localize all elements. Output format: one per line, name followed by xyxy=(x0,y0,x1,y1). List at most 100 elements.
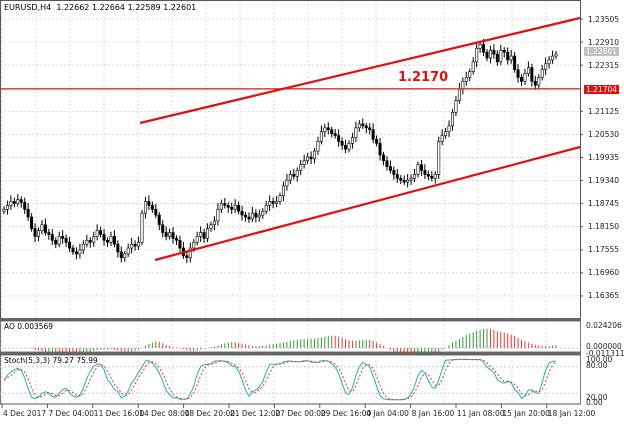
candle-body xyxy=(402,179,406,183)
candle-body xyxy=(223,203,227,206)
stoch-axis-label: 80.00 xyxy=(586,361,608,370)
candle-body xyxy=(340,141,344,146)
candle-body xyxy=(226,205,230,208)
candle-body xyxy=(119,251,123,259)
level-price-tag: 1.21704 xyxy=(584,85,620,94)
ao-axis-label: 0.000000 xyxy=(586,342,622,351)
stoch-axis-label: 0.00 xyxy=(586,398,603,407)
candle-body xyxy=(333,133,337,136)
candle-body xyxy=(364,125,368,129)
ao-axis-label: 0.024206 xyxy=(586,321,622,330)
candle-body xyxy=(95,230,99,237)
candle-body xyxy=(157,214,161,226)
symbol-timeframe: EURUSD,H4 xyxy=(4,3,52,12)
candle-body xyxy=(133,243,137,247)
candle-body xyxy=(43,224,47,233)
candle-body xyxy=(244,214,248,218)
candle-body xyxy=(54,239,58,245)
candle-body xyxy=(450,111,454,127)
time-label: 18 Jan 12:00 xyxy=(547,409,596,418)
candle-body xyxy=(426,174,430,177)
upper-channel-line xyxy=(139,16,581,125)
candle-body xyxy=(140,212,144,243)
candle-body xyxy=(185,255,189,259)
candle-body xyxy=(199,232,203,237)
candle-body xyxy=(12,201,16,204)
candle-body xyxy=(337,135,341,142)
candle-body xyxy=(16,199,20,204)
candle-body xyxy=(268,201,272,206)
price-label: 1.18150 xyxy=(588,222,620,232)
candle-body xyxy=(195,236,199,243)
candle-body xyxy=(219,203,223,210)
price-label: 1.21125 xyxy=(588,106,620,116)
candle-body xyxy=(392,170,396,175)
candle-body xyxy=(430,175,434,179)
stoch-axis-label: 100.00 xyxy=(586,355,613,364)
candle-body xyxy=(423,170,427,175)
candle-body xyxy=(302,160,306,165)
candle-body xyxy=(188,247,192,259)
candle-body xyxy=(278,195,282,202)
price-label: 1.19340 xyxy=(588,176,620,186)
candle-body xyxy=(99,230,103,235)
candle-body xyxy=(554,53,558,57)
panel-separator xyxy=(0,352,581,355)
ao-axis-label: -0.011311 xyxy=(586,349,624,358)
price-label: 1.16365 xyxy=(588,291,620,301)
time-label: 7 Dec 04:00 xyxy=(48,409,95,418)
candle-body xyxy=(316,141,320,152)
candle-body xyxy=(123,253,127,259)
candle-body xyxy=(506,51,510,61)
candle-body xyxy=(323,127,327,132)
candle-body xyxy=(312,150,316,160)
time-label: 11 Dec 16:00 xyxy=(93,409,145,418)
candle-body xyxy=(233,205,237,210)
candle-body xyxy=(447,125,451,132)
candle-body xyxy=(168,232,172,237)
candle-body xyxy=(295,170,299,177)
candle-body xyxy=(375,139,379,144)
candle-body xyxy=(371,129,375,140)
candle-body xyxy=(540,69,544,78)
candle-body xyxy=(406,179,410,183)
candle-body xyxy=(454,100,458,113)
candle-body xyxy=(254,212,258,218)
candle-body xyxy=(281,185,285,196)
candle-body xyxy=(437,141,441,175)
time-label: 21 Dec 12:00 xyxy=(230,409,281,418)
candle-body xyxy=(385,160,389,167)
candle-body xyxy=(264,205,268,212)
candle-body xyxy=(292,174,296,177)
candle-body xyxy=(495,53,499,63)
candle-body xyxy=(533,80,537,86)
candle-body xyxy=(40,224,44,231)
candle-body xyxy=(178,239,182,249)
candle-body xyxy=(247,216,251,220)
price-label: 1.17555 xyxy=(588,245,620,255)
candle-body xyxy=(150,205,154,210)
candle-body xyxy=(513,55,517,70)
candle-body xyxy=(275,201,279,204)
panel-separator xyxy=(0,318,581,321)
candle-body xyxy=(36,230,40,237)
ohlc-values: 1.22662 1.22664 1.22589 1.22601 xyxy=(56,3,197,12)
candle-body xyxy=(306,156,310,162)
candle-body xyxy=(416,164,420,175)
candle-body xyxy=(130,243,134,249)
chart-title: EURUSD,H4 1.22662 1.22664 1.22589 1.2260… xyxy=(4,3,196,12)
candle-body xyxy=(206,228,210,239)
candle-body xyxy=(357,123,361,129)
candle-body xyxy=(88,239,92,243)
candle-body xyxy=(330,129,334,134)
candle-body xyxy=(502,49,506,53)
candle-body xyxy=(288,174,292,181)
candle-body xyxy=(57,236,61,245)
candle-body xyxy=(419,164,423,171)
candle-body xyxy=(492,49,496,55)
candle-body xyxy=(92,236,96,243)
candle-body xyxy=(202,232,206,239)
candle-body xyxy=(523,73,527,82)
